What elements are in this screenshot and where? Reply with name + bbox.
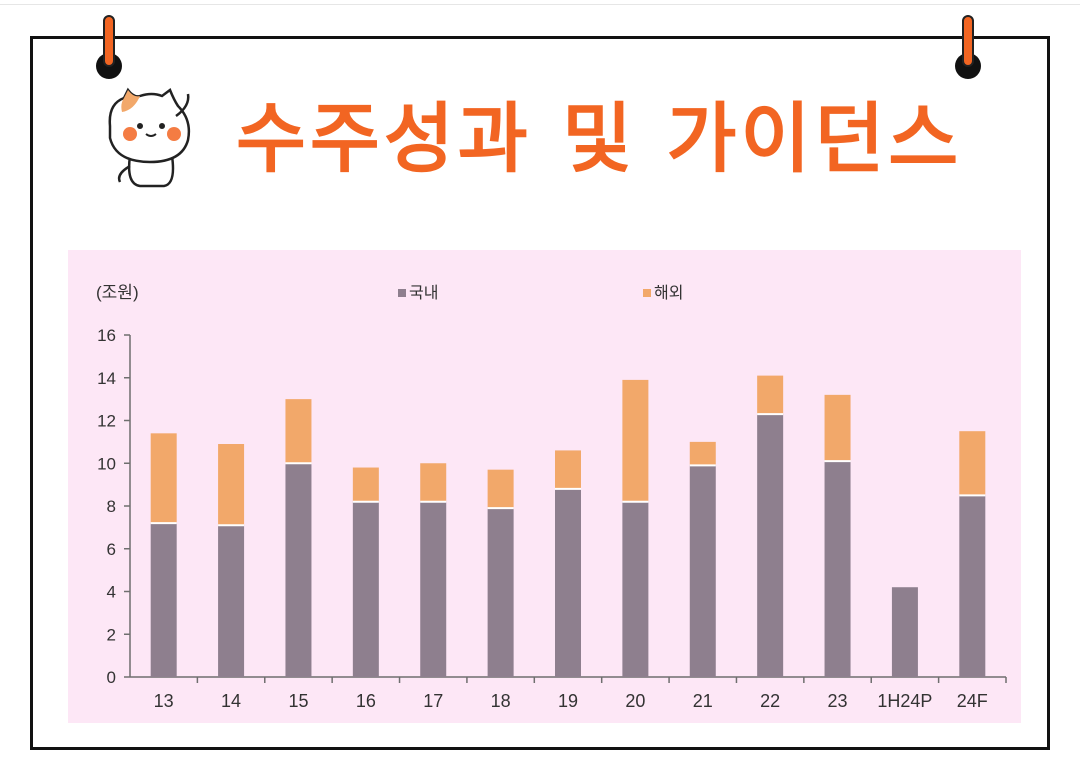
y-tick-label: 14 (97, 369, 116, 388)
x-tick-label: 23 (828, 691, 848, 711)
bar-23-해외 (824, 394, 851, 462)
bar-16-국내 (352, 501, 379, 677)
bar-19-해외 (555, 450, 581, 489)
top-divider (0, 4, 1080, 5)
x-tick-label: 14 (221, 691, 241, 711)
y-tick-label: 0 (107, 668, 116, 687)
bar-24F-해외 (959, 431, 986, 496)
x-tick-labels: 13 14 15 16 17 18 19 20 21 22 23 1H24P 24F (154, 691, 988, 711)
bar-16-해외 (352, 467, 379, 502)
bar-15-해외 (285, 399, 312, 464)
x-tick-label: 13 (154, 691, 174, 711)
bars (150, 375, 986, 677)
x-tick-label: 18 (491, 691, 511, 711)
bar-17-해외 (420, 463, 447, 502)
x-tick-label: 1H24P (877, 691, 932, 711)
bar-18-국내 (487, 508, 514, 677)
bar-24F-국내 (959, 495, 986, 677)
chart-background (68, 250, 1021, 723)
x-tick-label: 24F (957, 691, 988, 711)
bar-18-해외 (487, 469, 514, 509)
x-tick-label: 20 (625, 691, 645, 711)
legend-label: 해외 (654, 283, 683, 302)
bar-14-해외 (218, 444, 245, 526)
bar-21-국내 (689, 465, 716, 677)
bar-20-국내 (622, 501, 649, 677)
bar-21-해외 (689, 441, 716, 466)
y-tick-label: 12 (97, 412, 116, 431)
legend-label: 국내 (409, 283, 438, 302)
y-tick-label: 16 (97, 326, 116, 345)
cat-mascot-icon (108, 87, 191, 188)
binder-pin-icon (955, 15, 981, 79)
y-tick-label: 2 (107, 625, 116, 644)
page-title: 수주성과 및 가이던스 (236, 94, 963, 183)
bar-13-해외 (150, 433, 177, 524)
y-tick-label: 8 (107, 497, 116, 516)
bar-15-국내 (285, 463, 312, 677)
legend-swatch (643, 289, 651, 297)
bar-19-국내 (555, 488, 581, 677)
binder-pin-icon (96, 15, 122, 79)
bar-17-국내 (420, 501, 447, 677)
y-tick-label: 6 (107, 540, 116, 559)
y-tick-label: 4 (107, 583, 116, 602)
x-tick-label: 17 (423, 691, 443, 711)
bar-20-해외 (622, 379, 649, 502)
y-unit-label: (조원) (96, 283, 139, 302)
bar-14-국내 (218, 525, 245, 677)
bar-23-국내 (824, 461, 851, 677)
y-tick-label: 10 (97, 454, 116, 473)
order-bar-chart: (조원) 국내 해외 0 2 4 6 8 10 12 14 16 13 14 15 16 17 18 19 20… (68, 250, 1021, 723)
bar-1H24P-국내 (891, 587, 918, 677)
x-tick-label: 21 (693, 691, 713, 711)
bar-22-해외 (757, 375, 784, 415)
x-tick-label: 16 (356, 691, 376, 711)
legend-swatch (398, 289, 406, 297)
bar-22-국내 (757, 414, 784, 677)
bar-13-국내 (150, 523, 177, 677)
x-tick-label: 22 (760, 691, 780, 711)
legend: 국내 해외 (398, 283, 683, 302)
x-tick-label: 15 (288, 691, 308, 711)
x-tick-label: 19 (558, 691, 578, 711)
